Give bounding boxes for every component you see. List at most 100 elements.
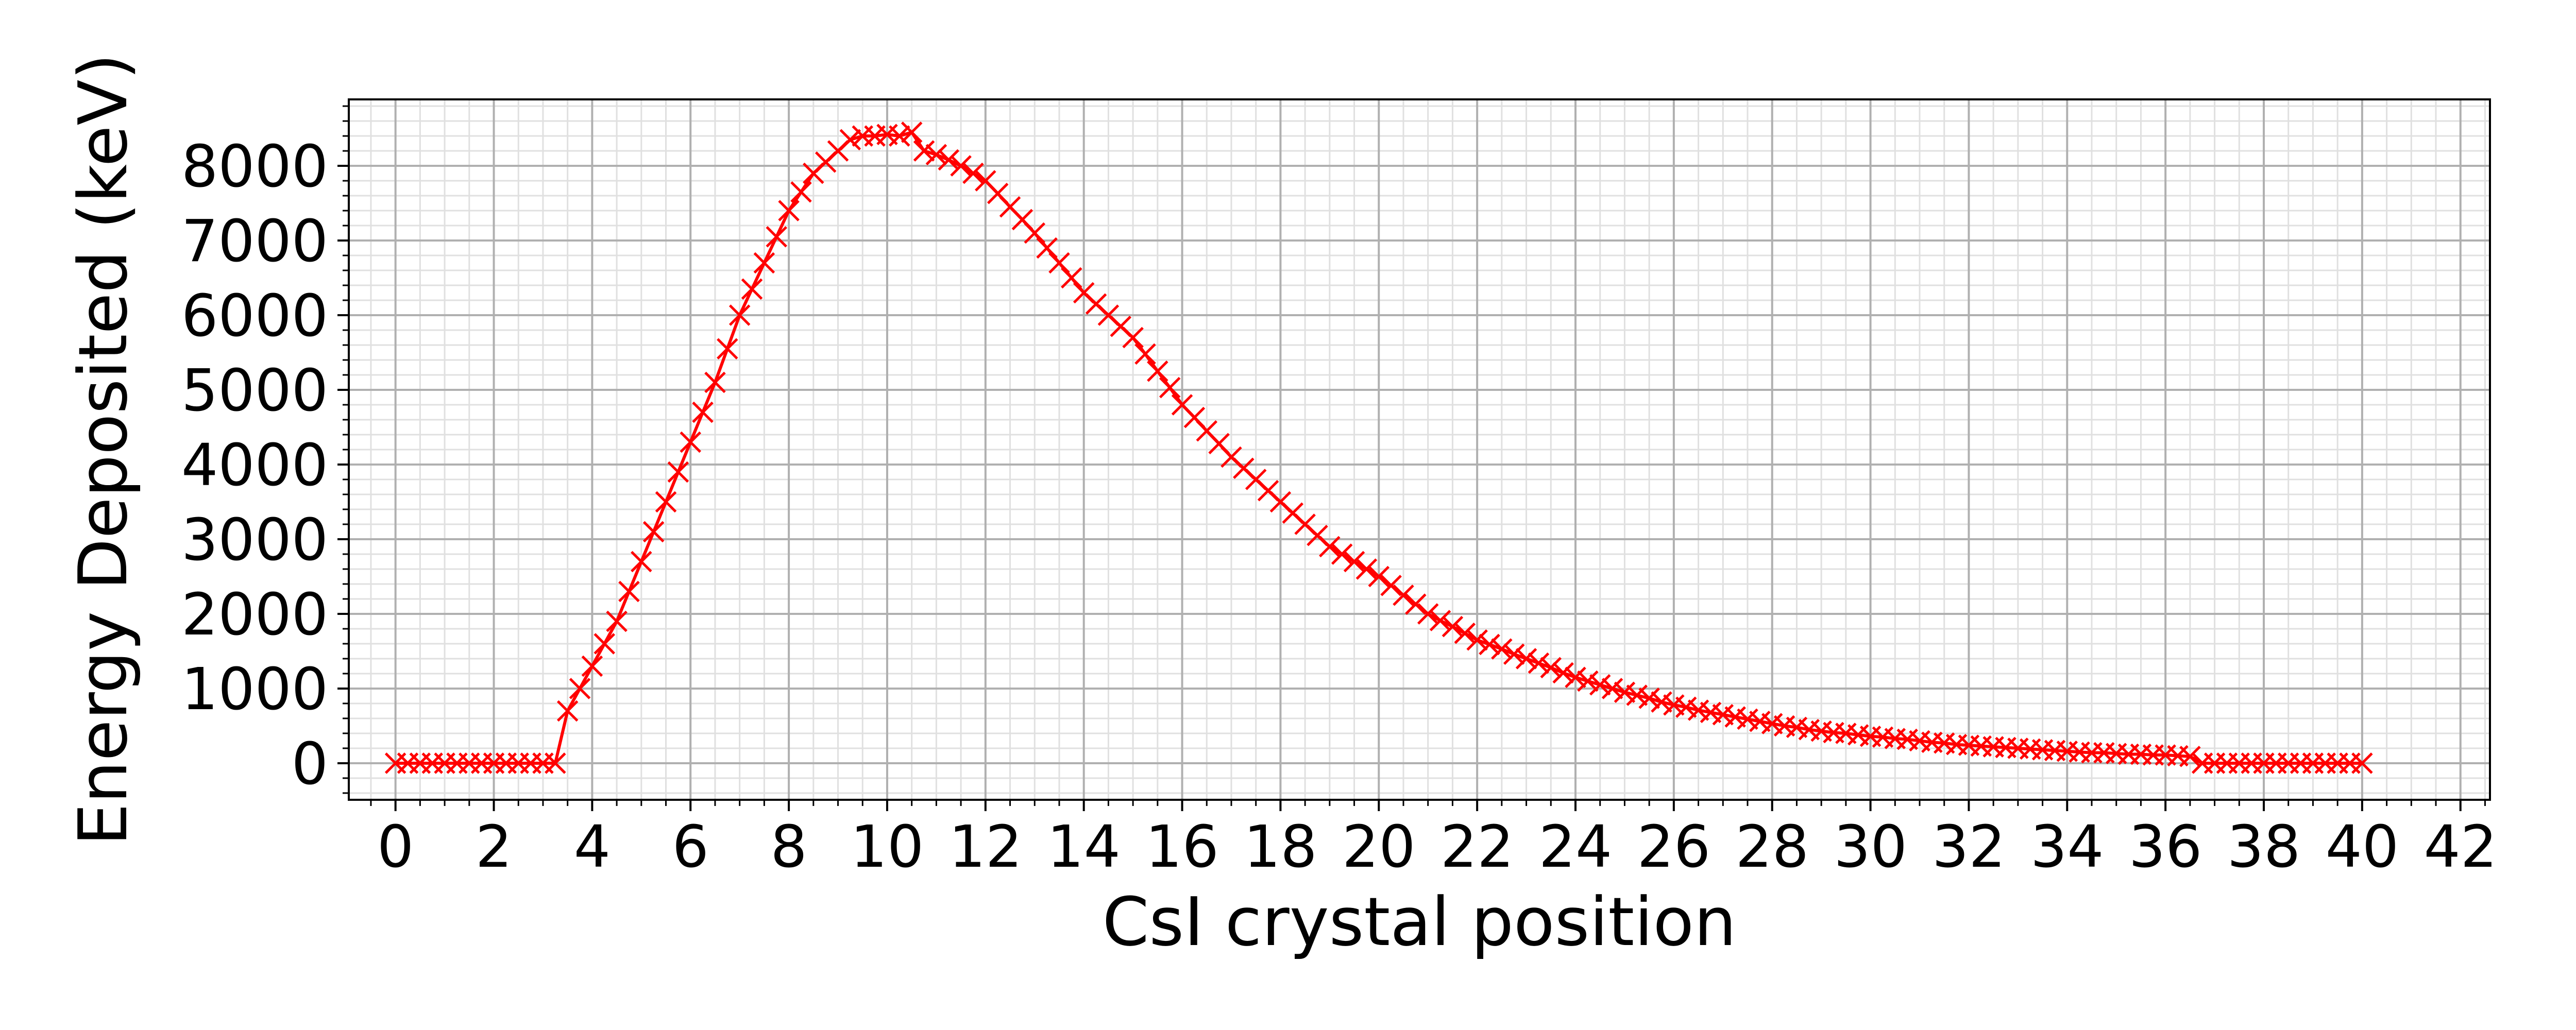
- y-tick-label: 2000: [181, 581, 328, 648]
- x-tick-label: 8: [770, 814, 807, 881]
- marker: [1552, 662, 1574, 684]
- marker: [1491, 638, 1513, 660]
- marker: [1601, 678, 1623, 699]
- y-tick-label: 1000: [181, 656, 328, 723]
- marker: [1651, 691, 1672, 713]
- y-tick-label: 8000: [181, 133, 328, 200]
- marker: [594, 633, 616, 655]
- y-tick-label: 5000: [181, 357, 328, 424]
- marker: [1147, 360, 1168, 382]
- marker: [1675, 696, 1697, 718]
- x-axis-label: CsI crystal position: [1103, 883, 1737, 961]
- marker: [1343, 551, 1365, 573]
- x-tick-label: 2: [476, 814, 512, 881]
- y-tick-label: 6000: [181, 283, 328, 350]
- marker: [1331, 543, 1353, 565]
- marker: [1405, 593, 1427, 615]
- marker: [839, 129, 861, 151]
- x-tick-label: 40: [2326, 814, 2399, 881]
- x-tick-label: 12: [949, 814, 1023, 881]
- x-tick-label: 24: [1539, 814, 1613, 881]
- marker: [1528, 652, 1550, 674]
- marker: [901, 122, 923, 143]
- marker: [753, 252, 775, 274]
- marker: [717, 338, 738, 360]
- marker: [1122, 327, 1144, 349]
- marker: [938, 149, 960, 171]
- y-tick-label: 3000: [181, 507, 328, 574]
- x-tick-label: 4: [574, 814, 611, 881]
- x-tick-label: 34: [2030, 814, 2104, 881]
- y-axis-label: Energy Deposited (keV): [64, 54, 142, 846]
- marker: [1393, 584, 1414, 606]
- x-tick-label: 30: [1834, 814, 1907, 881]
- y-tick-label: 4000: [181, 432, 328, 499]
- marker: [1368, 565, 1390, 588]
- marker: [1380, 575, 1402, 596]
- marker: [889, 125, 910, 147]
- marker: [642, 521, 665, 543]
- marker: [655, 491, 677, 513]
- marker: [2351, 752, 2373, 774]
- grid: [349, 99, 2490, 800]
- marker: [1061, 267, 1082, 289]
- marker: [925, 144, 947, 166]
- marker: [913, 140, 935, 162]
- marker: [704, 371, 726, 393]
- plot-area: [384, 122, 2373, 774]
- y-tick-label: 0: [292, 731, 328, 798]
- marker: [778, 200, 800, 221]
- marker: [1577, 670, 1599, 692]
- x-tick-label: 32: [1932, 814, 2006, 881]
- marker: [631, 551, 652, 573]
- marker: [1515, 648, 1537, 670]
- marker: [1589, 674, 1611, 696]
- x-tick-label: 42: [2424, 814, 2497, 881]
- marker: [1429, 610, 1451, 631]
- x-tick-label: 0: [377, 814, 414, 881]
- marker: [1540, 657, 1562, 679]
- marker: [1565, 666, 1586, 688]
- x-tick-label: 10: [851, 814, 924, 881]
- marker: [1024, 222, 1046, 244]
- x-tick-label: 26: [1637, 814, 1711, 881]
- x-tick-label: 14: [1047, 814, 1121, 881]
- marker: [1638, 688, 1660, 709]
- marker: [581, 655, 603, 677]
- marker: [1454, 622, 1476, 644]
- marker: [1134, 343, 1156, 365]
- x-tick-label: 6: [672, 814, 709, 881]
- y-tick-label: 7000: [181, 208, 328, 275]
- marker: [618, 580, 640, 603]
- marker: [2179, 746, 2201, 767]
- x-tick-label: 16: [1145, 814, 1219, 881]
- marker: [962, 162, 984, 184]
- marker: [1503, 643, 1525, 665]
- x-tick-label: 38: [2227, 814, 2301, 881]
- x-tick-label: 28: [1735, 814, 1809, 881]
- x-tick-label: 22: [1440, 814, 1514, 881]
- marker: [1614, 681, 1636, 703]
- marker: [569, 678, 591, 699]
- x-tick-label: 18: [1244, 814, 1317, 881]
- marker: [1442, 615, 1464, 638]
- x-tick-label: 20: [1342, 814, 1416, 881]
- marker: [1479, 633, 1500, 656]
- marker: [741, 278, 763, 300]
- marker: [790, 181, 812, 203]
- marker: [950, 155, 972, 177]
- x-tick-label: 36: [2129, 814, 2202, 881]
- marker: [1355, 558, 1378, 580]
- marker: [692, 401, 714, 423]
- marker: [606, 610, 628, 632]
- marker: [1466, 629, 1488, 651]
- marker: [545, 752, 566, 774]
- marker: [1036, 237, 1058, 259]
- marker: [1159, 376, 1181, 399]
- marker: [728, 304, 751, 326]
- marker: [680, 431, 702, 453]
- marker: [1417, 603, 1439, 625]
- marker: [1319, 536, 1341, 558]
